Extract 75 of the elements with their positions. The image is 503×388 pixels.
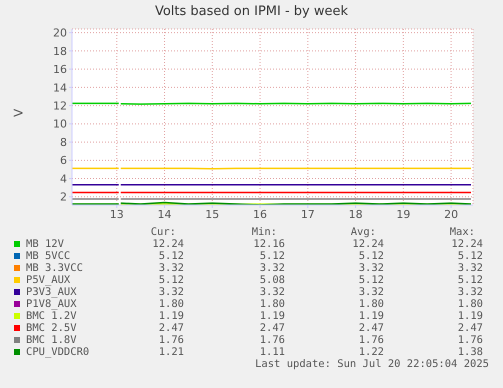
legend-label: BMC 1.8V: [26, 334, 77, 346]
text: Max:: [448, 226, 476, 238]
x-tick-label: 17: [300, 208, 315, 221]
text: 5.08: [258, 274, 285, 286]
x-tick-label: 19: [396, 208, 410, 221]
text: 5.12: [158, 250, 184, 262]
text: 12.24: [351, 238, 384, 250]
legend-label: BMC 2.5V: [26, 322, 77, 334]
text: 5.12: [258, 250, 285, 262]
text: 1.19: [258, 310, 285, 322]
x-tick-label: 15: [205, 208, 220, 221]
text: 1.19: [358, 310, 384, 322]
text: 12.24: [450, 238, 483, 250]
y-tick-label: 20: [53, 26, 67, 40]
text: 5.12: [456, 250, 483, 262]
text: Min:: [250, 226, 278, 238]
text: 1.80: [158, 298, 184, 310]
text: 1.76: [358, 334, 384, 346]
y-tick-label: 4: [60, 172, 67, 186]
chart-title: Volts based on IPMI - by week: [154, 4, 350, 19]
text: Avg:: [350, 226, 377, 238]
y-tick-label: 10: [53, 118, 67, 131]
text: 1.19: [158, 310, 184, 322]
x-tick-label: 14: [158, 208, 172, 221]
text: 5.12: [158, 274, 184, 286]
legend-label: CPU_VDDCR0: [26, 346, 90, 358]
text: 1.38: [456, 346, 483, 358]
text: Last update: Sun Jul 20 22:05:04 2025: [255, 358, 489, 370]
y-axis-title: V: [11, 108, 26, 117]
text: 2.47: [456, 322, 483, 334]
x-tick-label: 16: [253, 208, 268, 221]
text: 12.16: [252, 238, 285, 250]
legend-label: P5V_AUX: [26, 274, 70, 286]
legend-label: BMC 1.2V: [26, 310, 77, 322]
text: 5.12: [456, 274, 483, 286]
text: Cur:: [150, 226, 177, 238]
x-tick-label: 13: [110, 208, 124, 221]
legend-label: MB 3.3VCC: [26, 262, 83, 274]
y-tick-label: 8: [60, 136, 67, 149]
y-tick-label: 2: [60, 190, 67, 204]
legend-label: P1V8_AUX: [26, 298, 77, 310]
text: 2.47: [258, 322, 285, 334]
legend-label: MB 12V: [26, 238, 64, 250]
text: 3.32: [158, 262, 184, 274]
y-tick-label: 18: [53, 44, 67, 58]
text: 5.12: [358, 250, 384, 262]
text: 2.47: [158, 322, 184, 334]
text: 1.19: [456, 310, 483, 322]
text: 1.76: [258, 334, 285, 346]
text: 2.47: [358, 322, 384, 334]
y-tick-label: 6: [60, 154, 67, 168]
text: 12.24: [151, 238, 184, 250]
text: 1.80: [258, 298, 285, 310]
text: 3.32: [456, 262, 483, 274]
y-tick-label: 12: [53, 100, 67, 113]
text: 3.32: [358, 286, 384, 298]
text: 1.21: [158, 346, 184, 358]
text: 3.32: [258, 262, 285, 274]
x-tick-label: 20: [444, 208, 458, 221]
y-tick-label: 16: [53, 63, 67, 76]
y-tick-label: 14: [53, 81, 67, 94]
text: 1.80: [456, 298, 483, 310]
text: 1.76: [456, 334, 483, 346]
text: 1.11: [258, 346, 285, 358]
text: 1.80: [358, 298, 384, 310]
text: 3.32: [158, 286, 184, 298]
text: 1.76: [158, 334, 184, 346]
text: 1.22: [358, 346, 384, 358]
legend-label: P3V3_AUX: [26, 286, 77, 298]
legend-label: MB 5VCC: [26, 250, 70, 262]
text: 3.32: [258, 286, 285, 298]
x-tick-label: 18: [348, 208, 363, 221]
text: 5.12: [358, 274, 384, 286]
text: 3.32: [456, 286, 483, 298]
text: 3.32: [358, 262, 384, 274]
